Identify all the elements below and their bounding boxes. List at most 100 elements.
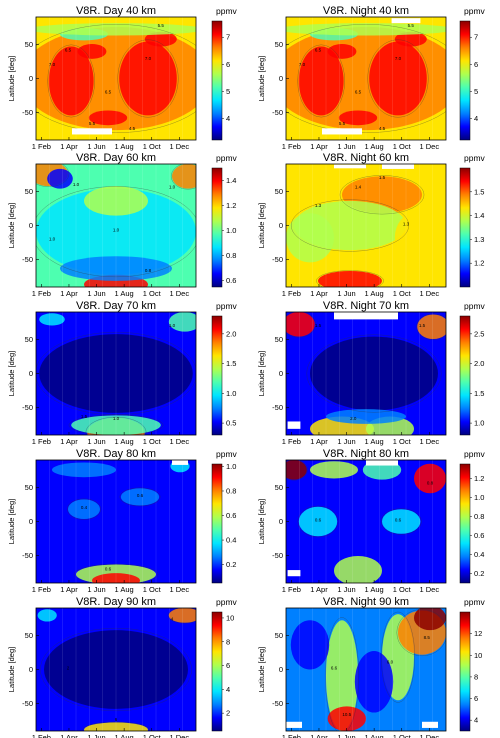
y-axis-label: Latitude [deg] [7,351,16,396]
y-tick-label: -50 [22,108,33,117]
x-tick-label: 1 Jun [337,437,355,446]
colorbar-tick-label: 0.6 [474,531,484,540]
heatmap-field [36,17,196,140]
x-tick-label: 1 Dec [420,289,440,298]
x-tick-label: 1 Dec [170,289,190,298]
no-data-region [366,460,398,466]
colorbar-unit: ppmv [216,301,238,311]
contour-label: 6.6 [331,666,338,671]
colorbar-tick-label: 8 [474,672,478,681]
heatmap-field [36,608,196,731]
heatmap-field [36,460,196,583]
y-tick-label: 50 [275,40,283,49]
colorbar [459,167,471,288]
x-tick-label: 1 Aug [115,585,134,594]
panel-title: V8R. Day 80 km [76,448,156,460]
contour-label: 8.5 [424,635,431,640]
colorbar-tick-label: 1.0 [226,462,236,471]
heatmap-blob [327,706,366,731]
no-data-region [322,128,362,135]
colorbar [211,20,223,141]
x-tick-label: 1 Feb [32,733,51,738]
x-tick-label: 1 Feb [282,142,301,151]
y-tick-label: 0 [29,74,33,83]
colorbar-tick-label: 12 [474,629,482,638]
x-tick-label: 1 Aug [115,142,134,151]
x-tick-label: 1 Jun [87,437,105,446]
colorbar-tick-label: 6 [474,60,478,69]
contour-line [167,608,196,624]
heatmap-blob [327,44,357,59]
colorbar-tick-label: 1.4 [226,176,236,185]
colorbar-tick-label: 0.4 [226,536,236,545]
contour-label: 1.5 [379,175,386,180]
colorbar-unit: ppmv [216,153,238,163]
contour-label: 1.0 [49,236,56,241]
contour-label: 6.5 [65,47,72,52]
contour-line [297,505,339,538]
x-tick-label: 1 Aug [115,733,134,738]
colorbar-tick-label: 2.0 [474,359,484,368]
colorbar-tick-label: 1.2 [474,474,484,483]
x-tick-label: 1 Jun [337,585,355,594]
x-tick-label: 1 Aug [365,585,384,594]
heatmap-blob [334,555,382,583]
colorbar [211,611,223,732]
colorbar-tick-label: 1.0 [226,389,236,398]
contour-label: 7.0 [395,56,402,61]
contour-label: 6.5 [355,89,362,94]
colorbar-tick-label: 0.5 [226,419,236,428]
x-tick-label: 1 Oct [393,585,412,594]
colorbar-tick-label: 1.5 [226,359,236,368]
heatmap-blob [37,609,57,622]
heatmap-blob [318,271,382,287]
contour-label: 0.4 [81,505,88,510]
chart-panel: V8R. Day 70 km 1.0 1.0 1.5 50 0 -50 Latitude [d… [7,300,238,446]
colorbar-tick-label: 5 [226,87,230,96]
contour-label: 1.5 [315,323,322,328]
x-tick-label: 1 Jun [337,289,355,298]
contour-label: 2 [67,666,70,671]
no-data-region [334,164,366,169]
y-tick-label: -50 [272,108,283,117]
y-tick-label: 50 [275,335,283,344]
x-tick-label: 1 Aug [365,142,384,151]
colorbar-tick-label: 10 [474,651,482,660]
panel-title: V8R. Day 60 km [76,152,156,164]
chart-panel: V8R. Day 80 km 0.4 0.6 0.6 50 0 -50 Latitude [d… [7,448,238,594]
x-tick-label: 1 Feb [32,585,51,594]
x-tick-label: 1 Oct [393,733,412,738]
no-data-region [172,460,188,465]
heatmap-blob [144,31,177,47]
y-tick-label: -50 [272,551,283,560]
contour-line [117,39,179,118]
colorbar-tick-label: 4 [474,716,478,725]
y-axis-label: Latitude [deg] [257,351,266,396]
x-tick-label: 1 Oct [393,437,412,446]
contour-label: 1.0 [113,416,120,421]
chart-panel: V8R. Night 90 km 6.6 6.0 8.5 10.5 50 0 -50 Latit… [257,596,486,738]
contour-line [367,39,429,118]
heatmap-blob [414,608,446,631]
contour-label: 4.5 [379,126,386,131]
contour-label: 0.6 [105,567,112,572]
colorbar-tick-label: 1.4 [474,211,484,220]
heatmap-blob [298,46,344,116]
y-axis-label: Latitude [deg] [7,203,16,248]
contour-line [47,44,95,118]
contour-label: 4.5 [129,126,136,131]
contour-label: 0.8 [145,268,152,273]
colorbar-tick-label: 10 [226,613,234,622]
x-tick-label: 1 Feb [282,585,301,594]
heatmap-field [36,164,196,287]
x-tick-label: 1 Jun [87,585,105,594]
colorbar-unit: ppmv [464,153,486,163]
x-tick-label: 1 Oct [393,142,412,151]
contour-line [339,175,425,215]
heatmap-blob [286,312,315,337]
colorbar-tick-label: 1.0 [474,419,484,428]
panel-title: V8R. Day 70 km [76,300,156,312]
heatmap-blob [48,46,94,116]
heatmap-blob [326,620,358,731]
